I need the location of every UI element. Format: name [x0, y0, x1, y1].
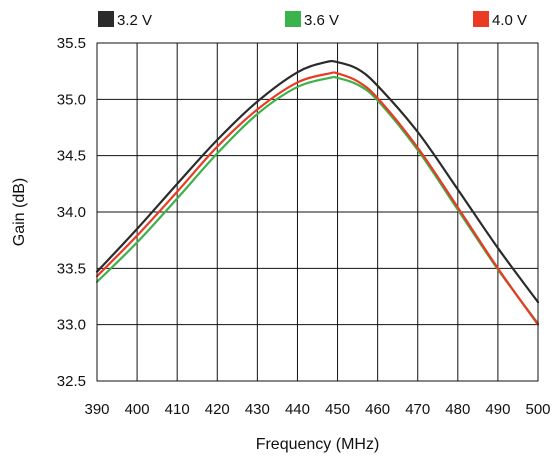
y-tick-label: 35.5	[57, 35, 86, 52]
y-tick-label: 35.0	[57, 91, 86, 108]
plot-frame	[96, 42, 539, 382]
x-tick-label: 400	[125, 401, 150, 418]
y-tick-label: 34.0	[57, 204, 86, 221]
series-lines	[95, 59, 540, 326]
series-line-3-2-v	[95, 59, 540, 304]
legend-swatch	[285, 11, 301, 27]
legend-label: 3.2 V	[117, 12, 152, 29]
y-axis-title: Gain (dB)	[11, 178, 28, 246]
x-tick-label: 500	[525, 401, 550, 418]
x-tick-label: 490	[485, 401, 510, 418]
x-tick-labels: 390 400 410 420 430 440 450 460 470 480 490 500	[84, 401, 550, 418]
x-tick-label: 420	[205, 401, 230, 418]
legend-swatch	[98, 11, 114, 27]
legend-swatch	[473, 11, 489, 27]
y-tick-label: 34.5	[57, 148, 86, 165]
x-tick-label: 470	[405, 401, 430, 418]
x-tick-label: 390	[84, 401, 109, 418]
y-tick-label: 33.5	[57, 260, 86, 277]
legend-label: 3.6 V	[304, 12, 339, 29]
series-line-4-0-v	[95, 71, 540, 326]
x-tick-label: 480	[445, 401, 470, 418]
legend-label: 4.0 V	[492, 12, 527, 29]
legend: 3.2 V 3.6 V 4.0 V	[98, 11, 527, 29]
x-tick-label: 460	[365, 401, 390, 418]
x-axis-title: Frequency (MHz)	[256, 436, 380, 453]
x-tick-label: 440	[285, 401, 310, 418]
series-line-3-6-v	[95, 75, 540, 325]
x-tick-label: 410	[165, 401, 190, 418]
y-tick-label: 33.0	[57, 317, 86, 334]
x-tick-label: 430	[245, 401, 270, 418]
y-tick-labels: 32.5 33.0 33.5 34.0 34.5 35.0 35.5	[57, 35, 86, 390]
x-tick-label: 450	[325, 401, 350, 418]
y-tick-label: 32.5	[57, 373, 86, 390]
